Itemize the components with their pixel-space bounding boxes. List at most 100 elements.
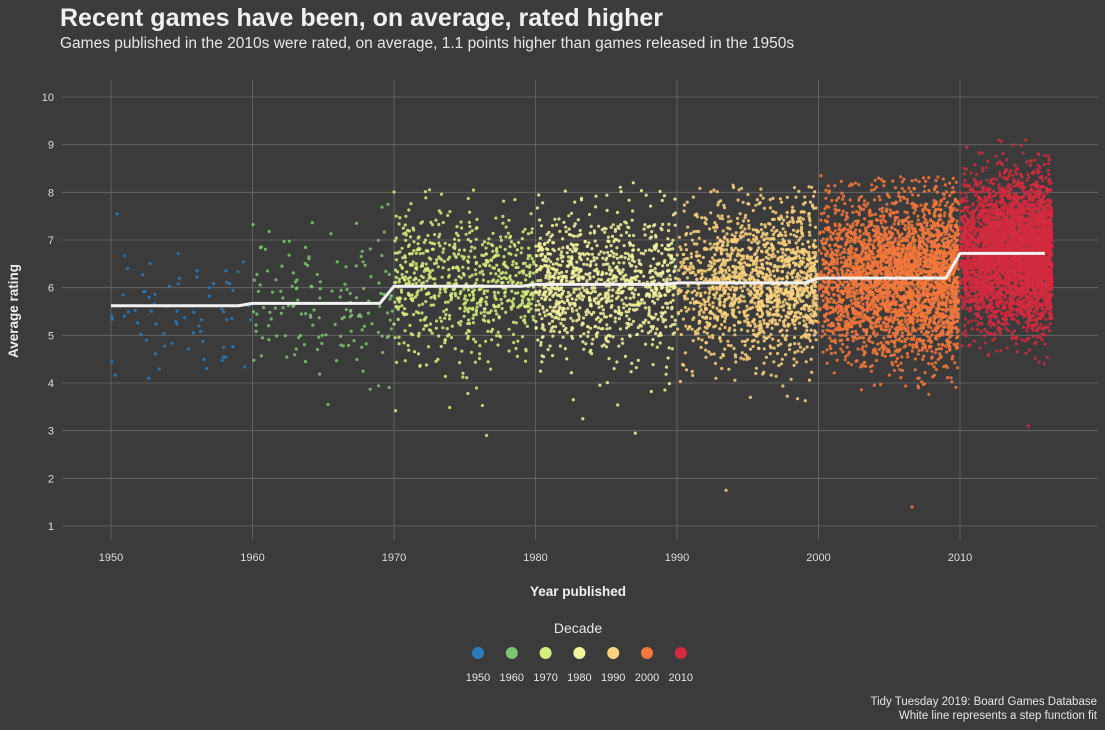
data-point: [564, 326, 568, 330]
data-point: [550, 224, 555, 228]
data-point: [691, 264, 695, 268]
data-point: [490, 338, 494, 342]
data-point: [734, 231, 738, 235]
data-point: [615, 246, 619, 250]
data-point: [200, 318, 204, 322]
data-point: [624, 310, 628, 314]
data-point: [530, 230, 534, 235]
data-point: [807, 315, 811, 319]
data-point: [788, 347, 792, 352]
data-point: [430, 331, 434, 335]
data-point: [689, 255, 694, 259]
data-point: [403, 278, 407, 282]
data-point: [441, 250, 445, 254]
data-point: [653, 267, 657, 271]
data-point: [771, 196, 775, 200]
data-point: [808, 261, 813, 265]
data-point: [679, 309, 683, 313]
data-point: [527, 309, 531, 313]
data-point: [269, 317, 273, 321]
data-point: [590, 352, 594, 356]
data-point: [147, 376, 151, 380]
data-point: [451, 266, 455, 270]
data-point: [547, 264, 551, 268]
data-point: [401, 226, 405, 230]
data-point: [499, 281, 504, 285]
data-point: [588, 231, 592, 235]
data-point: [869, 369, 874, 373]
data-point: [590, 286, 594, 290]
data-point: [764, 277, 768, 281]
data-point: [604, 271, 609, 276]
data-point: [747, 356, 752, 360]
data-point: [270, 290, 275, 294]
data-point: [426, 345, 431, 349]
data-point: [538, 268, 543, 272]
data-point: [471, 188, 476, 192]
data-point: [410, 296, 414, 300]
data-point: [803, 304, 807, 308]
data-point: [538, 303, 542, 307]
data-point: [543, 314, 547, 318]
data-point: [444, 313, 448, 317]
data-point: [950, 357, 954, 361]
data-point: [141, 273, 145, 277]
data-point: [420, 264, 425, 268]
data-point: [803, 399, 807, 403]
data-point: [793, 342, 797, 346]
data-point: [776, 351, 780, 356]
data-point: [719, 246, 723, 250]
data-point: [403, 307, 407, 311]
data-point: [712, 352, 716, 356]
data-point: [394, 360, 399, 364]
data-point: [804, 335, 808, 339]
data-point: [667, 382, 672, 386]
data-point: [790, 271, 794, 275]
data-point: [737, 321, 741, 325]
data-point: [566, 306, 570, 311]
data-point: [739, 249, 743, 253]
data-point: [504, 310, 508, 314]
data-point: [438, 232, 442, 236]
data-point: [754, 251, 758, 255]
data-point: [784, 338, 788, 342]
data-point: [400, 246, 404, 250]
data-point: [417, 303, 421, 307]
data-point: [725, 232, 729, 236]
data-point: [713, 316, 717, 320]
data-point: [610, 299, 614, 303]
data-point: [841, 350, 845, 354]
data-point: [521, 230, 525, 234]
data-point: [415, 248, 419, 252]
data-point: [784, 353, 788, 357]
data-point: [516, 265, 520, 270]
data-point: [663, 293, 667, 297]
data-point: [569, 260, 573, 264]
data-point: [415, 291, 419, 295]
data-point: [436, 357, 440, 361]
data-point: [480, 269, 484, 273]
data-point: [927, 188, 931, 193]
data-point: [727, 329, 731, 333]
data-point: [770, 255, 774, 259]
data-point: [570, 326, 574, 330]
data-point: [549, 275, 553, 279]
data-point: [462, 257, 466, 261]
data-point: [600, 228, 604, 232]
data-point: [463, 309, 467, 313]
data-point: [788, 303, 792, 307]
data-point: [693, 273, 698, 277]
data-point: [767, 246, 771, 251]
data-point: [696, 259, 701, 263]
data-point: [167, 284, 172, 288]
data-point: [939, 198, 944, 202]
data-point: [789, 232, 793, 236]
data-point: [602, 251, 606, 255]
data-point: [454, 231, 459, 235]
data-point: [785, 334, 789, 338]
data-point: [753, 301, 757, 305]
point-cloud-2000: [816, 174, 961, 509]
data-point: [394, 275, 398, 279]
data-point: [608, 314, 612, 318]
data-point: [765, 322, 769, 326]
